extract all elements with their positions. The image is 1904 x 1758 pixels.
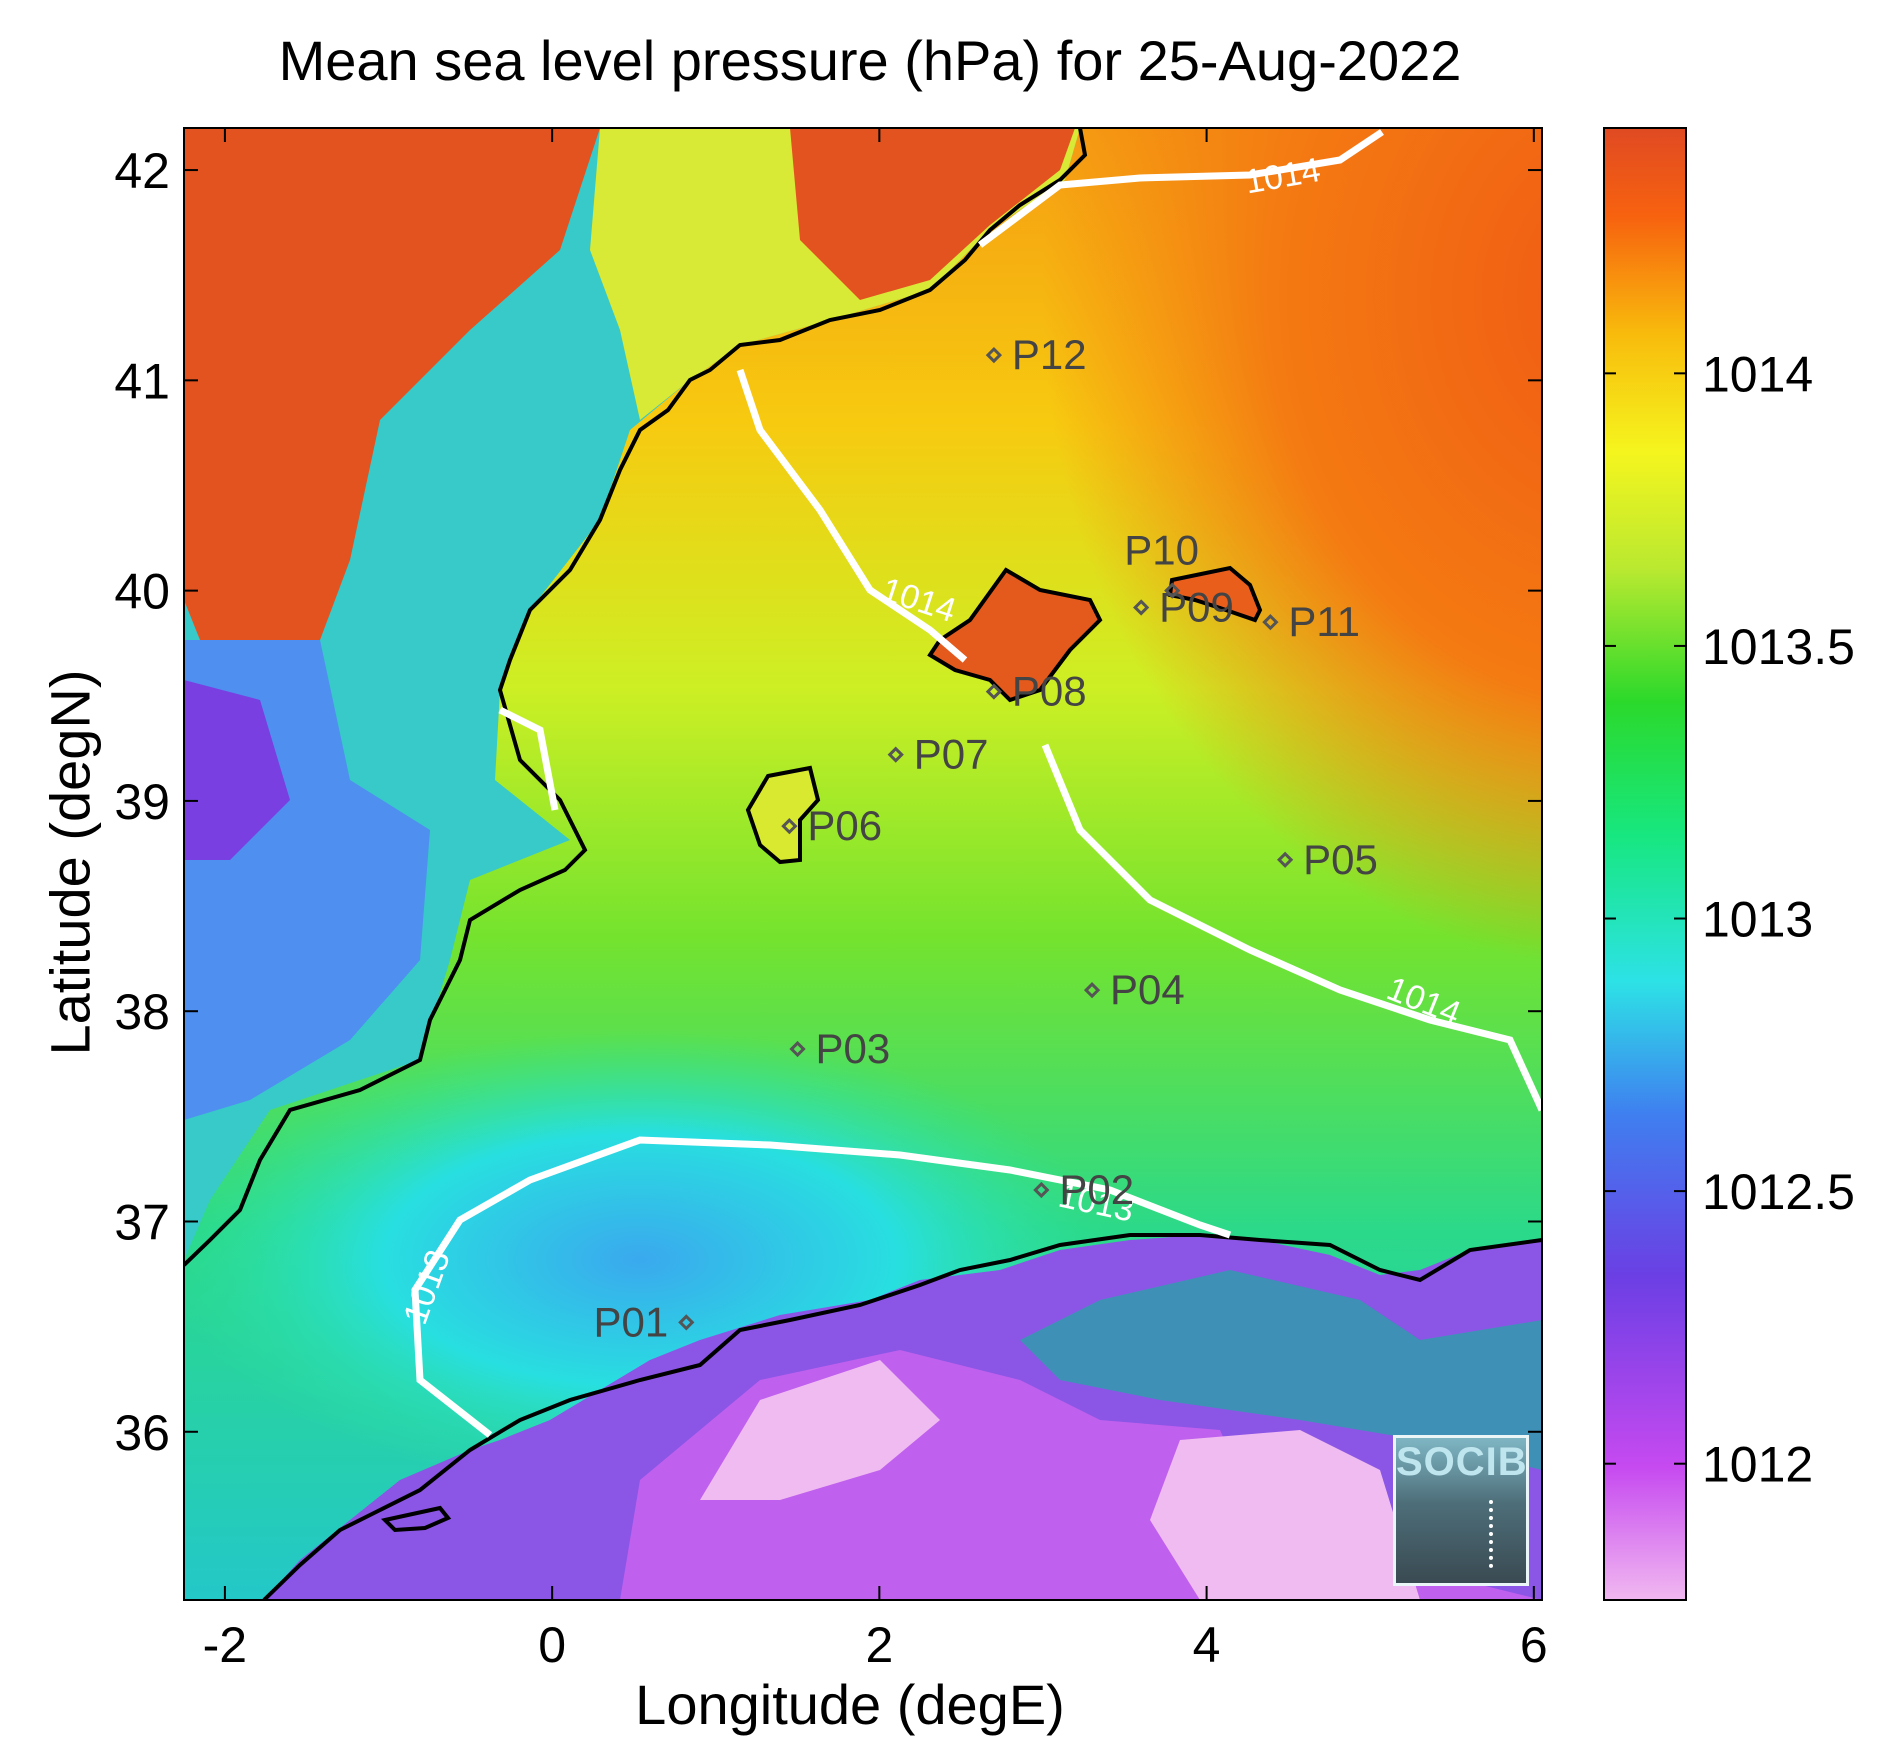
station-diamond [985, 683, 1003, 700]
pressure-field [184, 128, 1542, 1600]
x-tick-label: 2 [865, 1617, 893, 1673]
chart-title: Mean sea level pressure (hPa) for 25-Aug… [278, 29, 1462, 92]
y-axis-ticks: 36 37 38 39 40 41 42 [114, 143, 1542, 1461]
station-diamond [1133, 599, 1150, 616]
y-tick-label: 36 [114, 1405, 170, 1461]
ibiza-land [748, 768, 818, 862]
colorbar-ticks: 1012 1012.5 1013 1013.5 1014 [1604, 346, 1855, 1493]
y-tick-label: 40 [114, 564, 170, 620]
isobar-1014-south [1041, 743, 1542, 1112]
socib-logo: SOCIB [1393, 1435, 1529, 1586]
station-diamond [1164, 582, 1181, 599]
station-diamond [887, 746, 904, 763]
alboran-coastline [380, 1505, 452, 1533]
africa-min-1 [700, 1360, 940, 1500]
x-axis-label: Longitude (degE) [635, 1673, 1065, 1736]
iberia-highland [184, 128, 600, 640]
station-diamond [985, 346, 1003, 364]
pyrenees-area [790, 128, 1075, 300]
station-marker[interactable]: P09 [1133, 583, 1234, 630]
station-label: P08 [1012, 668, 1087, 715]
colorbar-tick-label: 1013 [1702, 892, 1813, 948]
station-label: P07 [914, 731, 989, 778]
station-label: P02 [1059, 1166, 1134, 1213]
map-frame [183, 127, 1543, 1601]
station-diamond [1277, 851, 1294, 868]
ibiza-coastline [745, 765, 821, 865]
colorbar [1603, 127, 1687, 1601]
station-diamond [781, 818, 798, 835]
station-label: P03 [816, 1025, 891, 1072]
station-marker[interactable]: P08 [985, 668, 1087, 715]
colorbar-tick-label: 1013.5 [1702, 619, 1855, 675]
station-marker[interactable]: P10 [1124, 527, 1199, 599]
iberia-coastline [184, 128, 1088, 1267]
high-pressure-area [850, 128, 1542, 1080]
station-marker[interactable]: P06 [781, 802, 882, 849]
station-label: P04 [1110, 966, 1185, 1013]
y-axis-label: Latitude (degN) [38, 669, 102, 1056]
station-label: P06 [807, 802, 882, 849]
station-marker[interactable]: P12 [985, 331, 1087, 378]
africa-min-2 [1150, 1430, 1420, 1600]
station-label: P10 [1124, 527, 1199, 574]
menorca-coastline [1167, 565, 1263, 623]
station-marker[interactable]: P03 [789, 1025, 891, 1072]
isobar-1013 [411, 1136, 1232, 1438]
x-tick-label: 0 [538, 1617, 566, 1673]
y-tick-label: 39 [114, 774, 170, 830]
y-tick-label: 37 [114, 1194, 170, 1250]
iberia-land [184, 128, 1080, 1260]
station-marker[interactable]: P05 [1277, 836, 1378, 883]
station-label: P01 [594, 1298, 669, 1345]
colorbar-tick-label: 1012 [1702, 1437, 1813, 1493]
logo-text: SOCIB [1396, 1440, 1528, 1484]
africa-coastline [262, 1233, 1542, 1600]
station-diamond [678, 1314, 695, 1331]
iberia-interior-min [184, 680, 290, 860]
x-tick-label: 6 [1520, 1617, 1548, 1673]
station-marker[interactable]: P02 [1033, 1166, 1134, 1213]
station-label: P09 [1159, 583, 1234, 630]
isobar-1014-west [736, 368, 968, 663]
colorbar-tick-label: 1014 [1702, 346, 1813, 402]
isobar-1014-coast [498, 706, 559, 811]
station-label: P11 [1288, 598, 1360, 645]
station-marker[interactable]: P01 [594, 1298, 695, 1345]
station-diamond [1083, 982, 1101, 999]
mallorca-land [930, 570, 1100, 700]
y-tick-label: 38 [114, 984, 170, 1040]
station-marker[interactable]: P04 [1083, 966, 1185, 1013]
station-label: P12 [1012, 331, 1087, 378]
station-marker[interactable]: P07 [887, 731, 989, 778]
logo-mark [1489, 1500, 1497, 1568]
isobars [411, 129, 1542, 1438]
colorbar-tick-label: 1012.5 [1702, 1164, 1855, 1220]
isobar-1014-north [977, 129, 1384, 248]
y-tick-label: 41 [114, 353, 170, 409]
station-label: P05 [1303, 836, 1378, 883]
station-diamond [1262, 614, 1279, 631]
x-tick-label: -2 [203, 1617, 247, 1673]
menorca-land [1170, 568, 1260, 620]
stations: P01 P02 P03 P04 P05 P06 P07 P08 P09 P10 P11 P12 [594, 331, 1378, 1345]
x-axis-ticks: -2 0 2 4 6 [203, 128, 1548, 1673]
station-marker[interactable]: P11 [1262, 598, 1360, 645]
station-diamond [789, 1040, 806, 1058]
y-tick-label: 42 [114, 143, 170, 199]
atlas-area [1020, 1270, 1542, 1470]
station-diamond [1033, 1181, 1050, 1199]
x-tick-label: 4 [1193, 1617, 1221, 1673]
